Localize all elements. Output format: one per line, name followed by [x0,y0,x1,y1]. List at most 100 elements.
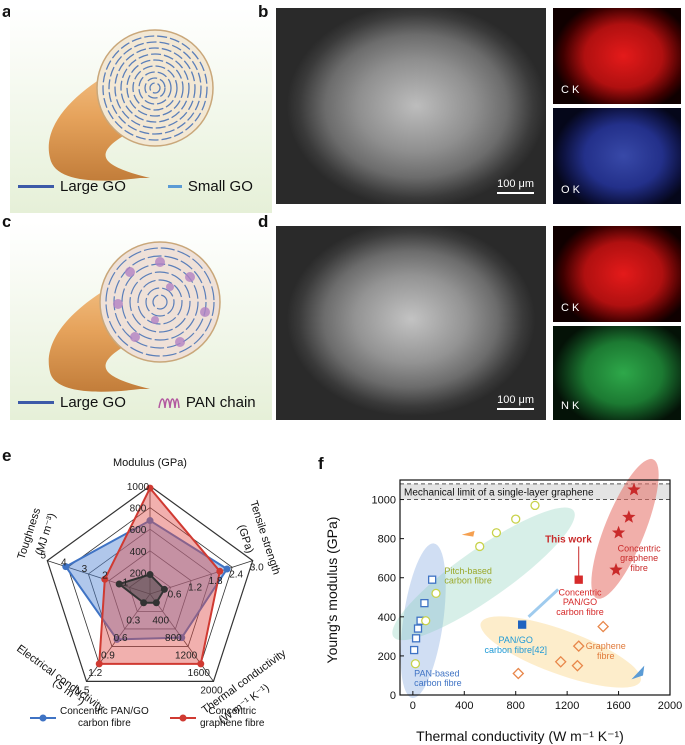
scatter-point-square [574,575,583,584]
label-graphene-1: Graphene [586,641,626,651]
concentric-graphene-region [591,458,659,599]
plot-frame [399,479,671,696]
label-cpango-2: PAN/GO [563,597,597,607]
legend-c: Large GO PAN chain [18,394,256,411]
trend-arrow-icon [527,588,560,618]
legend-pango-line2: carbon fibre [77,718,131,729]
label-cpango-3: carbon fibre [556,607,604,617]
panel-a-schematic [10,8,272,213]
radar-point [197,660,205,668]
scatter-point-star [627,482,641,496]
radar-point [146,484,154,492]
y-axis-title: Young's modulus (GPa) [324,517,340,664]
radar-grid-ring [108,550,192,630]
map-label-nk-d: N K [561,400,580,412]
legend-graphene-line2: graphene fibre [200,718,265,729]
label-pango-2: carbon fibre[42] [484,645,547,655]
label-pan-2: carbon fibre [414,678,462,688]
label-cg-3: fibre [630,563,648,573]
scale-bar-d: 100 μm [497,394,534,410]
radar-chart: 20040060080010000.61.21.82.43.0400800120… [14,457,289,726]
legend-large-go: Large GO [60,178,126,195]
graphene-region [480,616,641,688]
radar-point [152,599,160,607]
radar-point [146,571,154,579]
scatter-point-square [413,624,423,633]
radar-tick-label: 1600 [188,668,211,679]
panel-c-schematic [10,222,272,420]
trend-arrow-icon [631,665,645,680]
radar-series-1 [98,486,221,665]
large-go-line [18,185,54,188]
radar-point [101,575,109,583]
radar-tick-label: 4 [61,557,67,568]
panel-label-a: a [2,2,12,21]
radar-tick-label: 1.2 [188,583,202,594]
label-graphene-2: fibre [597,651,615,661]
y-tick-label: 800 [378,534,396,546]
scatter-point-diamond [512,667,525,680]
scale-text-b: 100 μm [497,178,534,190]
radar-point [140,599,148,607]
scatter-point-circle [530,500,540,511]
radar-tick-label: 1.8 [209,576,223,587]
scatter-point-circle [410,659,421,669]
scatter-point-square [411,634,421,643]
go-pan-fibre-illustration [48,241,221,392]
y-tick-label: 600 [378,573,396,585]
radar-tick-label: 1.2 [88,668,102,679]
sem-image-d: 100 μm [276,226,546,420]
scatter-point-square [517,620,527,629]
radar-tick-label: 0.9 [101,650,115,661]
limit-band [400,483,670,500]
radar-tick-label: 2000 [200,685,223,696]
trend-arrow-icon [461,530,475,537]
mechanical-limit-label: Mechanical limit of a single-layer graph… [404,488,594,499]
radar-point [146,517,154,525]
radar-tick-label: 2 [102,571,108,582]
radar-tick-label: 800 [165,633,182,644]
scatter-point-diamond [597,620,610,633]
label-cpango-1: Concentric [558,587,602,597]
radar-tick-label: 3 [82,564,88,575]
radar-tick-label: 1.5 [76,685,90,696]
scatter-point-diamond [571,659,584,672]
scatter-point-diamond [572,640,585,653]
scatter-point-circle [421,616,431,626]
x-tick-label: 400 [455,700,473,712]
legend-pango-line1: Concentric PAN/GO [60,706,149,717]
small-go-line [167,185,182,188]
radar-tick-label: 400 [130,547,147,558]
label-cg-1: Concentric [618,543,662,553]
radar-tick-label: 1 [123,577,129,588]
eds-map-nk-d: N K [553,326,681,420]
label-this-work: This work [545,535,592,546]
radar-tick-label: 1000 [127,482,150,493]
x-tick-label: 800 [507,700,525,712]
x-tick-label: 0 [410,700,416,712]
radar-point [115,580,123,588]
large-go-line-c [18,401,54,404]
scatter-point-star [611,525,626,539]
eds-map-ck-b: C K [553,8,681,104]
radar-tick-label: 1200 [175,650,198,661]
radar-point [178,634,186,642]
radar-tick-label: 400 [152,615,169,626]
scatter-point-square [420,598,429,608]
radar-point [216,567,224,575]
panel-label-e: e [2,446,12,465]
legend-large-go-c: Large GO [60,394,126,411]
y-tick-label: 400 [378,612,396,624]
panel-label-c: c [2,212,12,231]
panel-label-b: b [258,2,269,21]
pan-chain-icon [158,397,180,408]
radar-point [223,565,231,573]
scatter-point-circle [491,528,502,538]
axis-label-modulus: Modulus (GPa) [113,457,187,469]
large-small-go-fibre-illustration [48,29,214,181]
radar-grid-ring [87,528,213,647]
radar-tick-label: 800 [130,504,147,515]
legend-graphene-line1: Concentric [208,706,257,717]
panel-label-f: f [318,454,324,473]
radar-tick-label: 5 [41,551,47,562]
